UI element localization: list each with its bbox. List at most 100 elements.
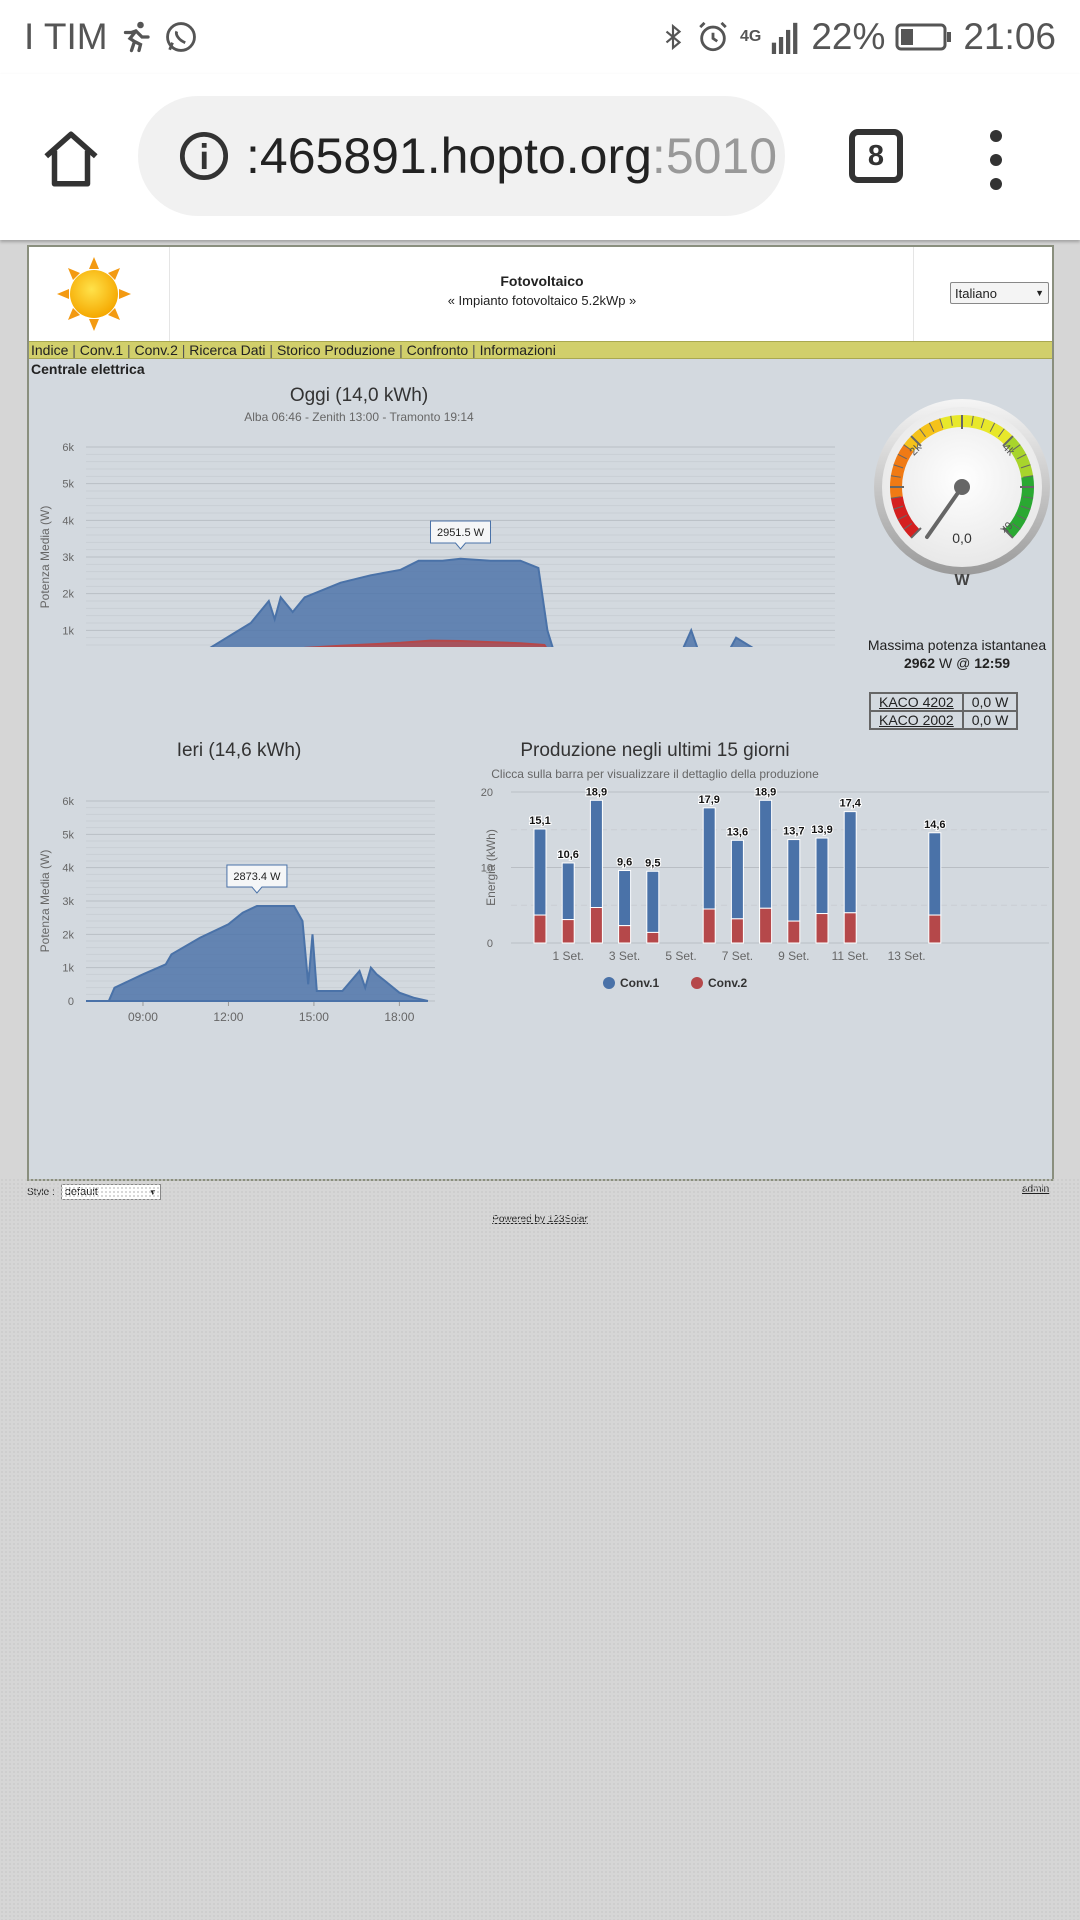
- language-select[interactable]: Italiano ▼: [950, 282, 1049, 304]
- bar-total-label: 13,7: [783, 826, 804, 838]
- bar-total-label: 17,9: [698, 794, 719, 806]
- style-selector-row: Style : default ▼: [27, 1184, 161, 1200]
- x-tick-label: 5 Set.: [665, 949, 696, 963]
- bar-conv1: [843, 811, 857, 914]
- table-row: KACO 4202 0,0 W: [869, 692, 1019, 712]
- gauge-major-tick: [1002, 527, 1014, 539]
- inverter-name-link[interactable]: KACO 4202: [869, 692, 964, 712]
- address-bar[interactable]: :465891.hopto.org:5010: [138, 96, 785, 216]
- nav-indice[interactable]: Indice: [31, 342, 69, 358]
- y-axis-label: Potenza Media (W): [38, 850, 52, 953]
- gauge-minor-tick: [897, 453, 907, 460]
- y-tick-label: 0: [487, 938, 493, 950]
- bar-conv2: [618, 925, 632, 944]
- yesterday-power-chart[interactable]: 0 1k 2k 3k 4k 5k 6k 09:00 12:00 15:00 18:00 Potenza…: [29, 747, 459, 1187]
- bar-conv1: [928, 832, 942, 916]
- style-select[interactable]: default ▼: [60, 1184, 161, 1200]
- gauge-minor-tick: [998, 428, 1005, 438]
- gauge-minor-tick: [1011, 523, 1021, 530]
- y-tick-label: 5k: [62, 479, 74, 491]
- gauge-minor-tick: [971, 415, 974, 426]
- nav-conv1[interactable]: Conv.1: [79, 342, 124, 358]
- yesterday-chart-title: Ieri (14,6 kWh): [176, 740, 302, 761]
- admin-link[interactable]: admin: [1022, 1184, 1050, 1195]
- y-tick-label: 20: [481, 787, 493, 799]
- inverter-power: 0,0 W: [961, 710, 1019, 730]
- bar-conv2: [815, 913, 829, 944]
- bar-total-label: 9,6: [617, 857, 632, 869]
- url-host: :465891.hopto.org: [246, 128, 652, 184]
- bar-conv1: [561, 862, 575, 921]
- section-title: Centrale elettrica: [31, 361, 145, 377]
- gauge-band: [939, 415, 1013, 445]
- max-power-unit: W @: [939, 655, 971, 671]
- bar-conv1: [646, 870, 660, 933]
- bluetooth-icon: [665, 23, 682, 51]
- legend-label-conv1: Conv.1: [620, 976, 659, 990]
- bar-conv2: [759, 907, 773, 944]
- nav-informazioni[interactable]: Informazioni: [479, 342, 556, 358]
- series-area-conv1: [209, 557, 754, 647]
- alarm-icon: [699, 21, 727, 52]
- tooltip-text: 2873.4 W: [233, 871, 281, 883]
- site-subtitle: « Impianto fotovoltaico 5.2kWp »: [447, 293, 637, 308]
- bar-conv2: [702, 908, 716, 944]
- nav-conv2[interactable]: Conv.2: [134, 342, 178, 358]
- today-power-chart[interactable]: 01k2k3k4k5k6k08:0010:0012:0014:0016:0018…: [29, 247, 839, 647]
- powered-by-link[interactable]: Powered by 123Solar: [492, 1214, 588, 1225]
- browser-toolbar: :465891.hopto.org:5010 8: [0, 74, 1080, 240]
- gauge-needle: [925, 485, 964, 539]
- gauge-minor-tick: [893, 505, 904, 510]
- y-axis-label: Energia (kWh): [484, 829, 498, 906]
- series-area-conv2: [304, 639, 547, 647]
- bar-total-label: 10,6: [557, 849, 578, 861]
- bar-conv1: [618, 870, 632, 927]
- gauge-ticks: [890, 415, 1034, 539]
- style-label: Style :: [27, 1186, 55, 1198]
- y-tick-label: 3k: [62, 552, 74, 564]
- bar-total-label: 15,1: [529, 815, 550, 827]
- gauge-minor-tick: [1020, 505, 1031, 510]
- x-tick-label: 12:00: [213, 1010, 243, 1024]
- gauge-minor-tick: [939, 418, 944, 429]
- production-bar-chart[interactable]: 0 10 20 Energia (kWh) 15,1 10,6 18,9 9,6 9,5 17,9…: [469, 747, 1049, 1187]
- x-tick-label: 9 Set.: [778, 949, 809, 963]
- inverter-table: KACO 4202 0,0 W KACO 2002 0,0 W: [869, 692, 1019, 730]
- overflow-menu-button[interactable]: [985, 130, 1007, 190]
- bar-conv2: [589, 907, 603, 944]
- url-port: :5010: [651, 128, 778, 184]
- bar-conv1: [730, 839, 744, 920]
- bar-total-label: 9,5: [645, 857, 660, 869]
- bar-total-label: 18,9: [586, 786, 607, 798]
- gauge-minor-tick: [919, 428, 926, 438]
- x-tick-label: 11 Set.: [832, 949, 869, 963]
- status-bar: I TIM 4G 22% 21:06: [0, 0, 1080, 74]
- gauge-minor-tick: [890, 496, 901, 499]
- bar-conv2: [787, 920, 801, 944]
- inverter-name-link[interactable]: KACO 2002: [869, 710, 964, 730]
- page-frame: Fotovoltaico « Impianto fotovoltaico 5.2…: [27, 245, 1054, 1181]
- x-tick-label: 15:00: [299, 1010, 329, 1024]
- gauge-minor-tick: [890, 475, 901, 478]
- gauge-minor-tick: [1017, 514, 1027, 521]
- x-tick-label: 1 Set.: [553, 949, 584, 963]
- url-text[interactable]: :465891.hopto.org:5010: [246, 127, 777, 185]
- nav-ricerca-dati[interactable]: Ricerca Dati: [189, 342, 266, 358]
- tab-switcher-button[interactable]: 8: [849, 129, 903, 183]
- dropdown-arrow-icon: ▼: [1035, 288, 1044, 298]
- home-icon[interactable]: [38, 126, 104, 192]
- nav-storico-produzione[interactable]: Storico Produzione: [276, 342, 396, 358]
- legend-label-conv2: Conv.2: [708, 976, 747, 990]
- info-icon[interactable]: [178, 130, 230, 182]
- max-power-label: Massima potenza istantanea: [867, 637, 1047, 653]
- nav-confronto[interactable]: Confronto: [406, 342, 469, 358]
- y-tick-label: 5k: [62, 829, 74, 841]
- y-tick-label: 2k: [62, 929, 74, 941]
- bar-conv2: [646, 931, 660, 944]
- bar-conv1: [759, 799, 773, 909]
- bar-conv1: [589, 799, 603, 909]
- sun-logo-icon: [57, 257, 131, 331]
- header-divider: [169, 247, 170, 341]
- gauge-band: [890, 444, 914, 499]
- menu-dot: [990, 130, 1002, 142]
